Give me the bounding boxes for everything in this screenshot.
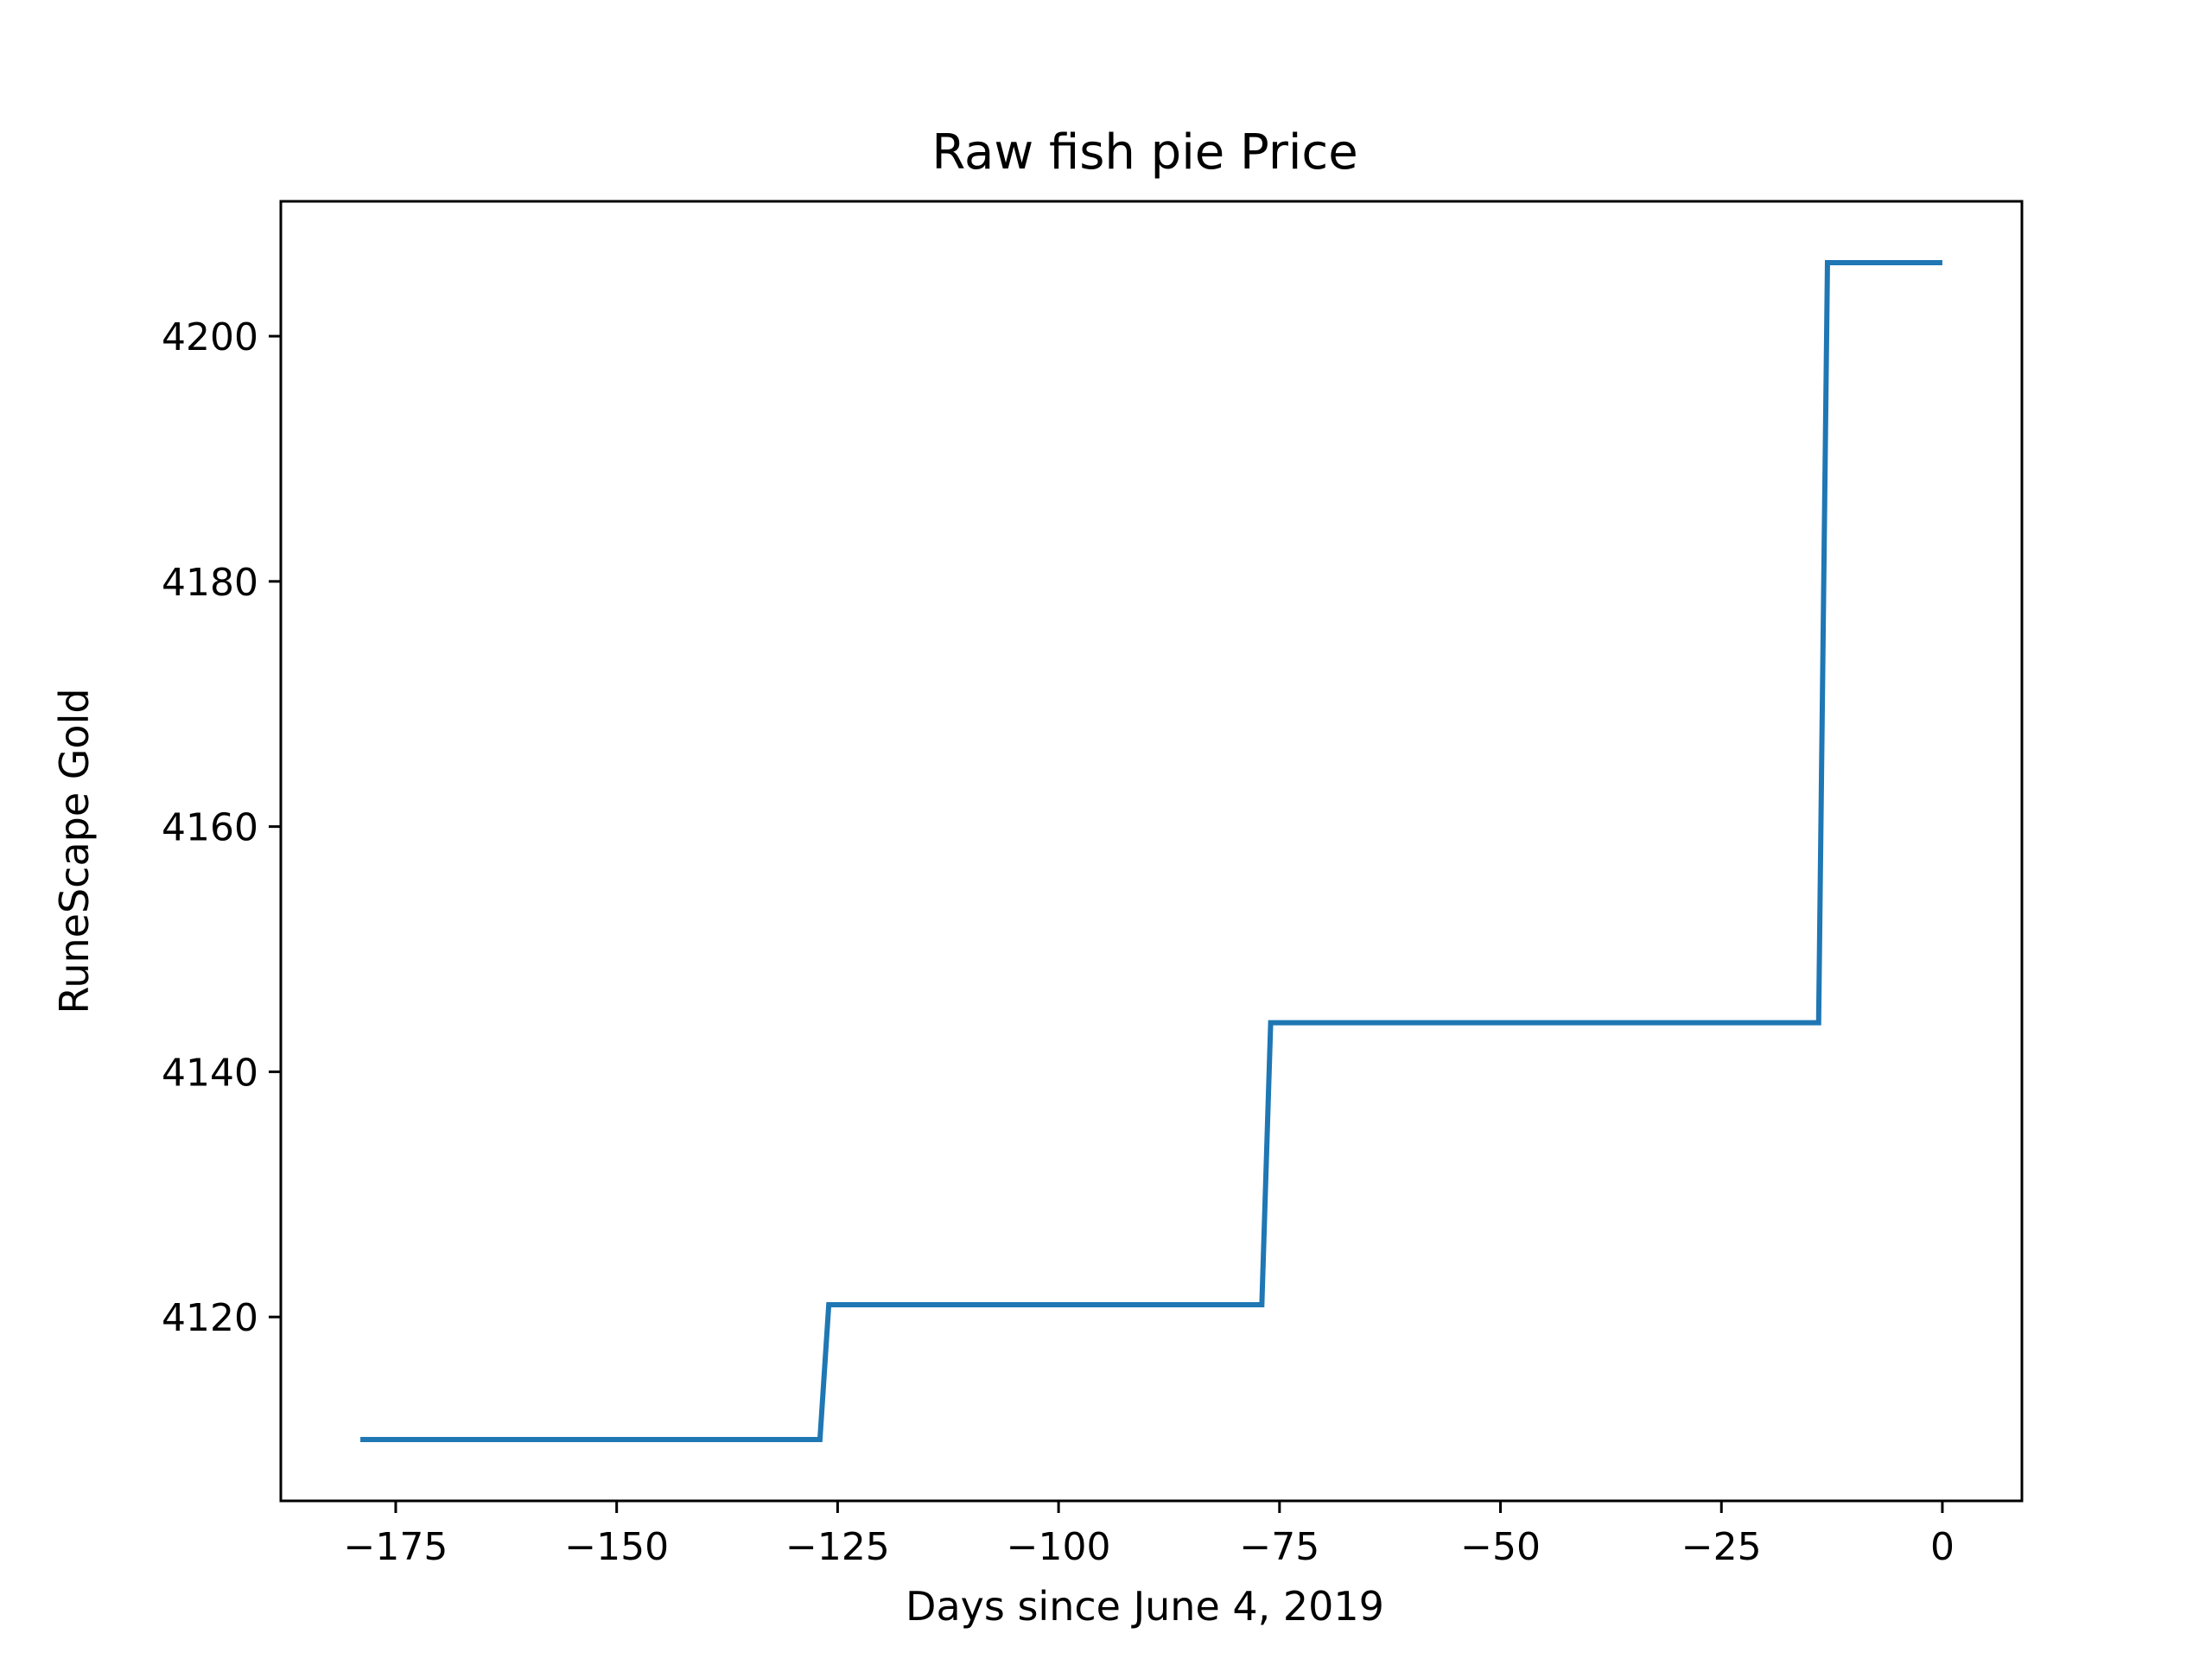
x-tick-label: −100 (1007, 1525, 1111, 1569)
y-tick-label: 4120 (162, 1296, 258, 1340)
x-tick-label: −150 (564, 1525, 669, 1569)
y-axis-label: RuneScape Gold (51, 688, 98, 1014)
x-tick-label: 0 (1930, 1525, 1955, 1569)
x-tick-label: −75 (1239, 1525, 1319, 1569)
x-axis-label: Days since June 4, 2019 (906, 1583, 1384, 1630)
y-tick-label: 4140 (162, 1051, 258, 1095)
x-tick-label: −125 (785, 1525, 890, 1569)
y-tick-label: 4200 (162, 315, 258, 359)
y-tick-label: 4180 (162, 561, 258, 605)
x-tick-label: −25 (1681, 1525, 1762, 1569)
axes-frame (279, 200, 2024, 1503)
x-tick-label: −50 (1460, 1525, 1541, 1569)
chart-title: Raw fish pie Price (931, 124, 1357, 181)
x-axis-ticks: −175 −150 −125 −100 −75 −50 −25 0 (344, 1501, 1955, 1569)
x-tick-label: −175 (344, 1525, 448, 1569)
series-line-price (360, 259, 1942, 1443)
y-tick-label: 4160 (162, 806, 258, 850)
y-axis-ticks: 4120 4140 4160 4180 4200 (162, 315, 281, 1340)
